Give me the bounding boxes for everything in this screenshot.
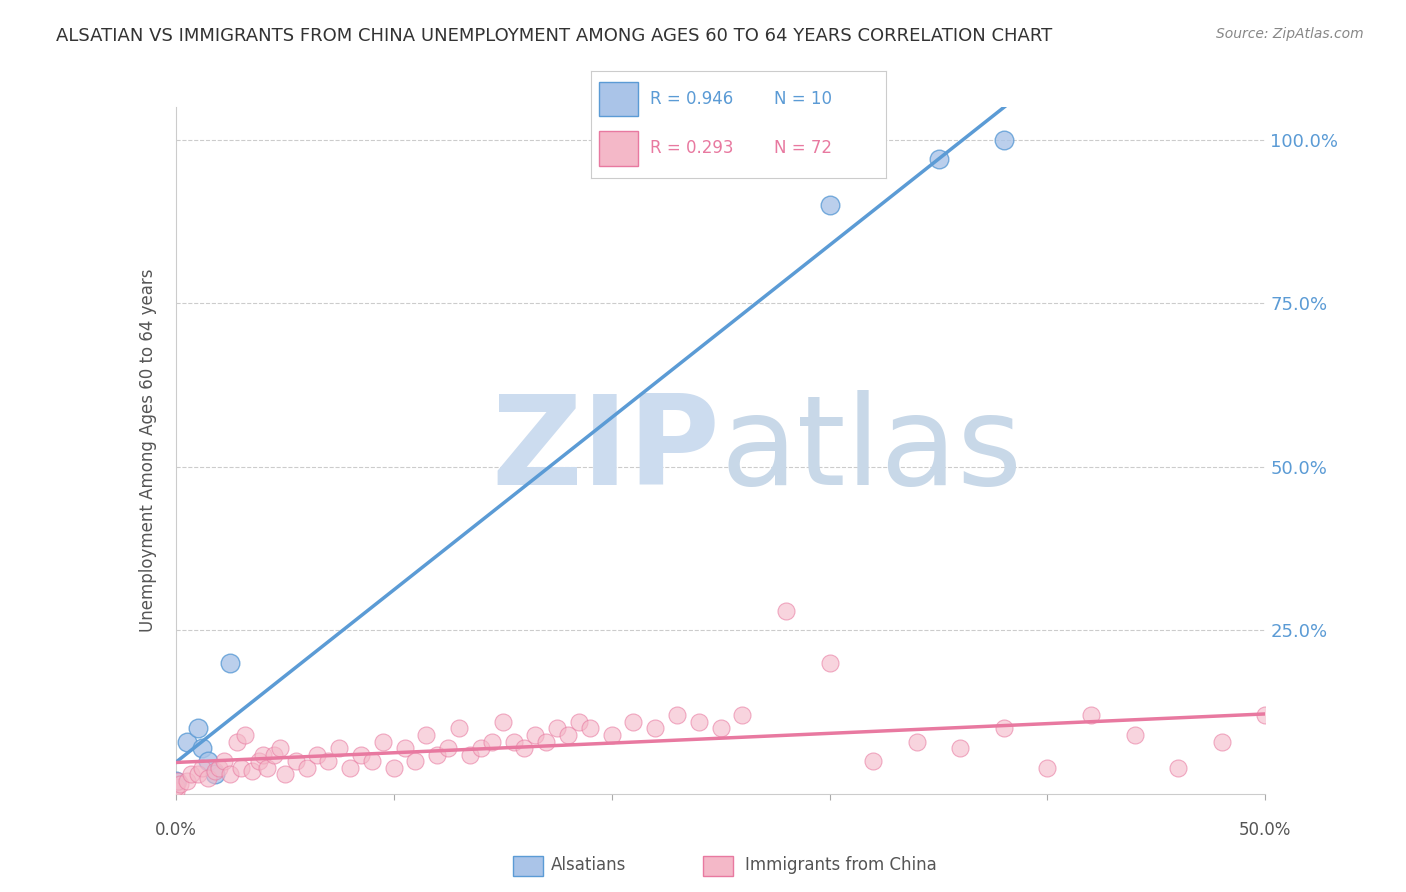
Text: Alsatians: Alsatians <box>551 856 627 874</box>
Point <box>557 728 579 742</box>
Point <box>426 747 449 762</box>
Point <box>502 734 524 748</box>
Point <box>394 741 416 756</box>
Point <box>1341 728 1364 742</box>
Text: 50.0%: 50.0% <box>1239 822 1292 839</box>
Point <box>269 741 291 756</box>
Point <box>176 734 198 748</box>
Point <box>905 734 928 748</box>
Point <box>180 767 202 781</box>
Text: ZIP: ZIP <box>492 390 721 511</box>
Point <box>197 771 219 785</box>
Point <box>447 722 470 736</box>
Point <box>197 754 219 768</box>
Point <box>165 780 187 795</box>
Point <box>1211 734 1233 748</box>
Point <box>1254 708 1277 723</box>
Bar <box>513 856 543 876</box>
Point <box>534 734 557 748</box>
Point <box>458 747 481 762</box>
Point <box>1298 722 1320 736</box>
Y-axis label: Unemployment Among Ages 60 to 64 years: Unemployment Among Ages 60 to 64 years <box>139 268 157 632</box>
Point <box>165 773 187 788</box>
Point <box>437 741 460 756</box>
Point <box>284 754 307 768</box>
Point <box>415 728 437 742</box>
Point <box>524 728 547 742</box>
Point <box>231 761 253 775</box>
Point <box>350 747 373 762</box>
Point <box>470 741 492 756</box>
Point <box>318 754 340 768</box>
Text: N = 72: N = 72 <box>773 139 831 157</box>
Point <box>208 761 231 775</box>
Point <box>371 734 394 748</box>
Point <box>993 133 1015 147</box>
Point <box>621 714 644 729</box>
Point <box>263 747 285 762</box>
Point <box>165 783 187 797</box>
Point <box>492 714 515 729</box>
Point <box>1036 761 1059 775</box>
Point <box>191 741 214 756</box>
Point <box>328 741 350 756</box>
Point <box>666 708 689 723</box>
Point <box>204 764 226 778</box>
Point <box>688 714 710 729</box>
Point <box>568 714 591 729</box>
Bar <box>599 82 638 116</box>
Point <box>256 761 278 775</box>
Point <box>818 656 841 670</box>
Bar <box>599 131 638 166</box>
Point <box>219 656 242 670</box>
Text: ALSATIAN VS IMMIGRANTS FROM CHINA UNEMPLOYMENT AMONG AGES 60 TO 64 YEARS CORRELA: ALSATIAN VS IMMIGRANTS FROM CHINA UNEMPL… <box>56 27 1053 45</box>
Point <box>191 761 214 775</box>
Point <box>928 153 950 167</box>
Point <box>731 708 754 723</box>
Point <box>186 722 209 736</box>
Point <box>775 604 797 618</box>
Point <box>186 767 209 781</box>
Point <box>176 773 198 788</box>
Point <box>295 761 318 775</box>
Point <box>579 722 602 736</box>
Bar <box>703 856 733 876</box>
Point <box>1080 708 1102 723</box>
Point <box>252 747 274 762</box>
Text: N = 10: N = 10 <box>773 90 831 108</box>
Point <box>204 767 226 781</box>
Point <box>307 747 329 762</box>
Point <box>818 198 841 212</box>
Point <box>247 754 270 768</box>
Text: R = 0.293: R = 0.293 <box>650 139 733 157</box>
Point <box>949 741 972 756</box>
Text: Immigrants from China: Immigrants from China <box>745 856 936 874</box>
Point <box>710 722 733 736</box>
Point <box>235 728 257 742</box>
Point <box>862 754 884 768</box>
Point <box>360 754 382 768</box>
Point <box>382 761 405 775</box>
Point <box>1167 761 1189 775</box>
Point <box>339 761 361 775</box>
Point <box>225 734 247 748</box>
Point <box>219 767 242 781</box>
Text: Source: ZipAtlas.com: Source: ZipAtlas.com <box>1216 27 1364 41</box>
Point <box>167 773 190 788</box>
Point <box>1123 728 1146 742</box>
Text: R = 0.946: R = 0.946 <box>650 90 733 108</box>
Point <box>600 728 623 742</box>
Text: atlas: atlas <box>721 390 1022 511</box>
Point <box>513 741 536 756</box>
Point <box>644 722 666 736</box>
Point <box>169 777 191 791</box>
Point <box>993 722 1015 736</box>
Text: 0.0%: 0.0% <box>155 822 197 839</box>
Point <box>240 764 263 778</box>
Point <box>274 767 297 781</box>
Point <box>546 722 568 736</box>
Point <box>212 754 235 768</box>
Point <box>481 734 503 748</box>
Point <box>405 754 427 768</box>
